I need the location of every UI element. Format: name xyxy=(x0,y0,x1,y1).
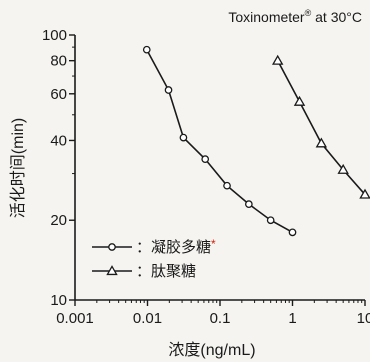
legend-label-2: ：肽聚糖 xyxy=(136,263,196,280)
series-1-point xyxy=(164,86,173,94)
x-tick-label: 0.001 xyxy=(56,310,94,327)
x-tick-label: 10 xyxy=(357,310,370,327)
chart-title-main: Toxinometer xyxy=(228,9,305,25)
x-tick-label: 0.1 xyxy=(210,310,231,327)
x-axis-label: 浓度(ng/mL) xyxy=(168,341,255,359)
legend-label-text: ：凝胶多糖 xyxy=(136,239,211,256)
series-1-line xyxy=(146,49,293,234)
legend-marker-2 xyxy=(106,265,118,276)
series-2-point xyxy=(271,54,284,65)
series-2-line xyxy=(276,60,366,196)
series-1-point xyxy=(201,155,210,164)
series-1-point xyxy=(245,200,253,208)
x-tick-label: 1 xyxy=(288,310,296,327)
y-tick-label: 100 xyxy=(42,27,67,44)
chart-title: Toxinometer® at 30°C xyxy=(228,8,362,25)
series-2-point xyxy=(315,137,328,148)
chart-title-sup: ® xyxy=(305,8,312,18)
series-2-point xyxy=(359,188,370,199)
series-1-point xyxy=(223,181,231,190)
legend-label-text: ：肽聚糖 xyxy=(136,263,196,280)
chart-title-rest: at 30°C xyxy=(311,9,362,25)
series-2-point xyxy=(337,163,349,174)
y-tick-label: 20 xyxy=(50,212,67,229)
series-1-point xyxy=(179,133,188,142)
series-1-point xyxy=(142,45,151,54)
series-1-point xyxy=(266,216,275,225)
series-1-point xyxy=(288,228,297,237)
y-axis-label: 活化时间(min) xyxy=(9,118,27,218)
x-tick-label: 0.01 xyxy=(133,310,162,327)
y-tick-label: 40 xyxy=(50,132,67,149)
series-2-point xyxy=(293,95,306,106)
y-tick-label: 10 xyxy=(50,292,67,309)
legend-marker-1 xyxy=(108,243,116,251)
legend-asterisk: * xyxy=(211,237,216,251)
y-tick-label: 80 xyxy=(50,53,67,70)
y-tick-label: 60 xyxy=(50,86,67,103)
legend-label-1: ：凝胶多糖* xyxy=(136,237,216,256)
